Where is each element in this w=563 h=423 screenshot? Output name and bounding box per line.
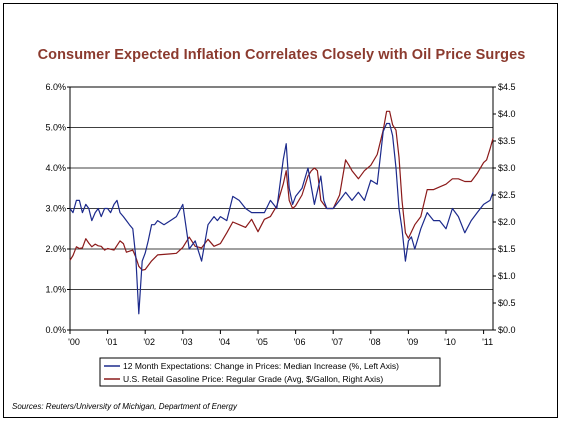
right-axis: $0.0 $0.5 $1.0 $1.5 $2.0 $2.5 $3.0 $3.5 $4.0 $4.5 (493, 82, 516, 335)
left-tick-label: 6.0% (45, 82, 66, 92)
legend-box (99, 357, 441, 387)
x-tick-label: '09 (407, 337, 419, 347)
left-axis: 0.0% 1.0% 2.0% 3.0% 4.0% 5.0% 6.0% (45, 82, 70, 335)
right-tick-label: $3.5 (498, 136, 516, 146)
x-tick-label: '01 (106, 337, 118, 347)
right-tick-label: $4.5 (498, 82, 516, 92)
x-tick-label: '07 (331, 337, 343, 347)
right-tick-label: $1.0 (498, 271, 516, 281)
chart-title: Consumer Expected Inflation Correlates C… (37, 47, 526, 63)
right-tick-label: $0.5 (498, 298, 516, 308)
right-tick-label: $3.0 (498, 163, 516, 173)
x-tick-label: '03 (181, 337, 193, 347)
left-tick-label: 1.0% (45, 285, 66, 295)
x-tick-label: '08 (369, 337, 381, 347)
right-tick-label: $4.0 (498, 109, 516, 119)
series-line-gasoline (69, 110, 494, 271)
legend-label-gasoline: U.S. Retail Gasoline Price: Regular Grad… (123, 374, 383, 384)
x-tick-label: '11 (482, 337, 493, 347)
left-tick-label: 2.0% (45, 244, 66, 254)
left-tick-label: 3.0% (45, 204, 66, 214)
right-tick-label: $2.5 (498, 190, 516, 200)
right-tick-label: $2.0 (498, 217, 516, 227)
left-tick-label: 0.0% (45, 325, 66, 335)
series-line-expectations (69, 122, 494, 315)
x-axis: '00 '01 '02 '03 '04 '05 '06 '07 '08 '09 '10 '11 (68, 330, 493, 347)
series-lines (69, 110, 494, 315)
source-note: Sources: Reuters/University of Michigan,… (12, 402, 237, 411)
x-tick-label: '05 (256, 337, 268, 347)
x-tick-label: '10 (444, 337, 456, 347)
legend-label-expectations: 12 Month Expectations: Change in Prices:… (123, 361, 399, 371)
x-tick-label: '00 (68, 337, 80, 347)
x-tick-label: '04 (219, 337, 231, 347)
x-tick-label: '02 (143, 337, 155, 347)
right-tick-label: $1.5 (498, 244, 516, 254)
left-tick-label: 5.0% (45, 123, 66, 133)
left-tick-label: 4.0% (45, 163, 66, 173)
x-tick-label: '06 (294, 337, 306, 347)
right-tick-label: $0.0 (498, 325, 516, 335)
